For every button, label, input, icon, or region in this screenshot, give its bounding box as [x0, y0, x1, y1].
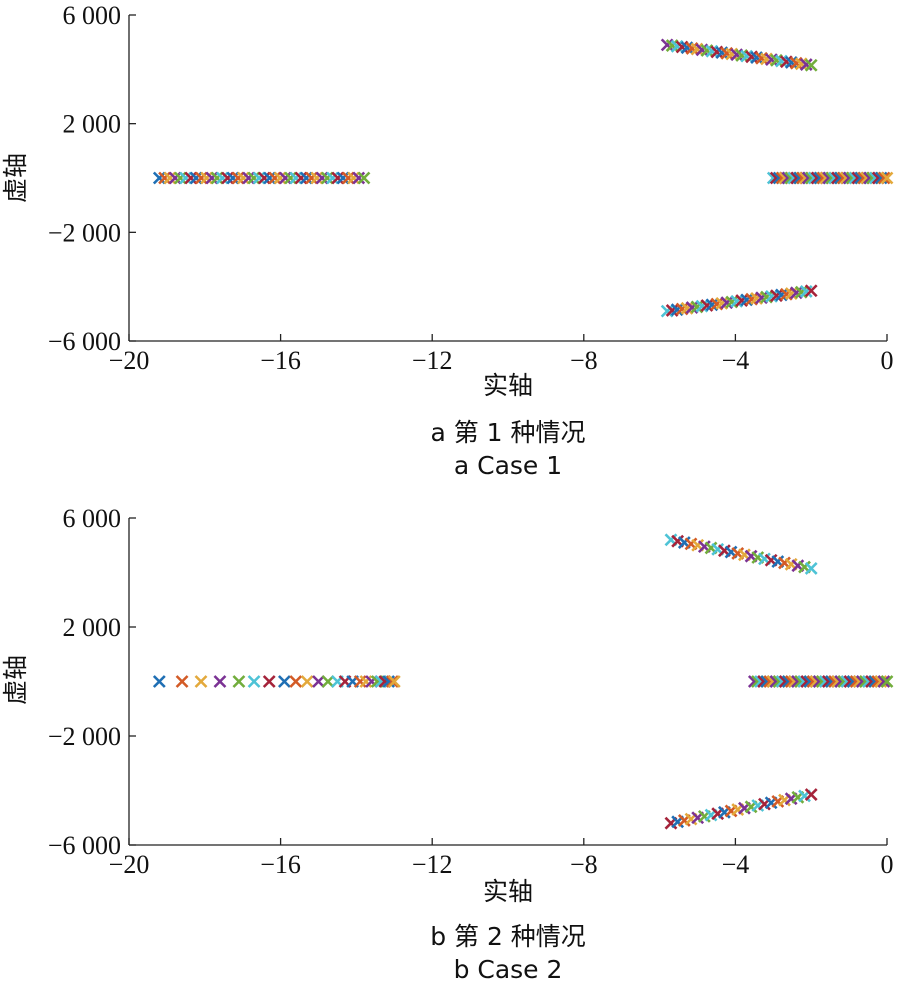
data-point-a	[352, 171, 366, 185]
data-point-a	[152, 171, 166, 185]
x-tick-label-b: −20	[109, 850, 150, 879]
x-tick-label-a: −12	[412, 346, 453, 375]
data-point-b	[312, 675, 325, 688]
y-tick-label-b: 2 000	[63, 613, 122, 642]
data-point-a	[263, 171, 276, 185]
x-tick-label-a: 0	[881, 346, 894, 375]
data-point-a	[257, 171, 271, 185]
x-tick-label-a: −4	[722, 346, 750, 375]
data-point-a	[158, 171, 171, 185]
data-point-a	[179, 171, 192, 185]
data-point-a	[880, 171, 894, 185]
data-point-a	[326, 171, 339, 185]
data-point-a	[268, 171, 282, 185]
data-point-a	[331, 171, 345, 185]
data-point-a	[184, 171, 198, 185]
data-point-a	[804, 284, 818, 298]
x-tick-label-b: 0	[881, 850, 894, 879]
x-axis-label-a: 实轴	[483, 371, 533, 400]
scatter-marks-b	[152, 533, 894, 830]
data-point-a	[205, 171, 219, 185]
data-point-b	[385, 675, 399, 688]
y-tick-label-b: 6 000	[63, 504, 122, 533]
data-point-b	[277, 675, 291, 688]
caption-en-a: a Case 1	[454, 451, 562, 480]
x-axis-label-b: 实轴	[483, 877, 533, 906]
y-axis-label-a: 虚轴	[1, 153, 30, 203]
data-point-b	[262, 675, 276, 688]
data-point-a	[231, 171, 245, 185]
y-tick-label-a: −6 000	[48, 327, 121, 356]
data-point-a	[289, 171, 303, 185]
x-tick-label-b: −8	[570, 850, 598, 879]
data-point-b	[321, 675, 335, 688]
data-point-a	[189, 171, 203, 185]
data-point-a	[284, 171, 297, 185]
caption-en-b: b Case 2	[454, 955, 563, 981]
data-point-a	[357, 171, 371, 185]
ticks-b: −20 −16 −12 −8 −4 0 −6 000 −2 000 2 000 6 000	[48, 504, 894, 879]
data-point-a	[336, 171, 350, 185]
data-point-b	[232, 675, 246, 688]
data-point-a	[320, 171, 334, 185]
data-point-b	[213, 675, 227, 688]
x-tick-label-b: −12	[412, 850, 453, 879]
y-tick-label-a: −2 000	[48, 218, 121, 247]
data-point-a	[347, 171, 360, 185]
data-point-a	[804, 58, 818, 72]
data-point-b	[880, 675, 894, 688]
data-point-a	[299, 171, 313, 185]
data-point-a	[173, 171, 187, 185]
data-point-b	[387, 675, 401, 688]
data-point-b	[804, 788, 818, 802]
data-point-b	[152, 675, 166, 688]
x-tick-label-a: −16	[260, 346, 301, 375]
y-axis-label-b: 虚轴	[1, 655, 30, 705]
data-point-a	[226, 171, 240, 185]
y-tick-label-a: 6 000	[63, 1, 122, 30]
data-point-a	[305, 171, 318, 185]
data-point-a	[194, 171, 208, 185]
data-point-a	[294, 171, 308, 185]
x-tick-label-b: −4	[722, 850, 750, 879]
data-point-a	[221, 171, 234, 185]
data-point-a	[242, 171, 255, 185]
caption-cn-a: a 第 1 种情况	[430, 418, 585, 447]
data-point-a	[236, 171, 250, 185]
x-tick-label-b: −16	[260, 850, 301, 879]
data-point-a	[341, 171, 355, 185]
data-point-a	[200, 171, 213, 185]
data-point-a	[315, 171, 329, 185]
data-point-a	[168, 171, 182, 185]
data-point-b	[289, 675, 303, 688]
data-point-b	[300, 675, 314, 688]
data-point-b	[194, 675, 208, 688]
data-point-a	[247, 171, 261, 185]
data-point-a	[310, 171, 324, 185]
y-tick-label-b: −2 000	[48, 722, 121, 751]
data-point-a	[877, 171, 891, 185]
data-point-a	[215, 171, 229, 185]
x-tick-label-a: −8	[570, 346, 598, 375]
data-point-a	[278, 171, 292, 185]
data-point-a	[252, 171, 266, 185]
y-tick-label-b: −6 000	[48, 831, 121, 860]
data-point-a	[210, 171, 224, 185]
caption-cn-b: b 第 2 种情况	[430, 922, 586, 951]
y-tick-label-a: 2 000	[63, 110, 122, 139]
data-point-b	[877, 675, 891, 688]
scatter-marks-a	[152, 38, 894, 318]
x-tick-label-a: −20	[109, 346, 150, 375]
data-point-a	[273, 171, 287, 185]
data-point-a	[163, 171, 177, 185]
data-point-b	[247, 675, 261, 688]
data-point-b	[804, 561, 818, 575]
data-point-b	[175, 675, 189, 688]
ticks-a: −20 −16 −12 −8 −4 0 −6 000 −2 000 2 000 6 000	[48, 1, 894, 375]
